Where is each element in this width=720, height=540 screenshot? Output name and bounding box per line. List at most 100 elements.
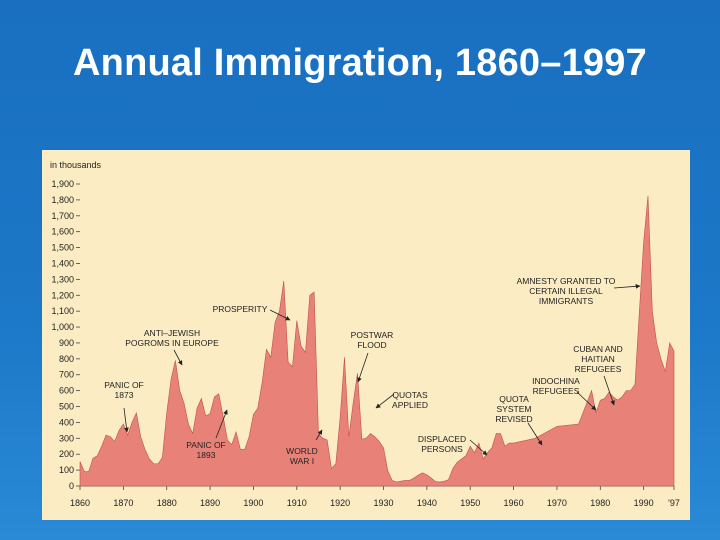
data-point — [327, 439, 328, 440]
immigration-area — [79, 195, 675, 487]
x-tick-label: 1930 — [373, 498, 393, 508]
data-point — [613, 396, 614, 397]
data-point — [500, 433, 501, 434]
data-point — [270, 357, 271, 358]
data-point — [665, 371, 666, 372]
data-point — [92, 458, 93, 459]
y-tick-label: 100 — [59, 465, 74, 475]
y-tick-label: 600 — [59, 386, 74, 396]
data-point — [535, 438, 536, 439]
y-tick-label: 1,900 — [51, 179, 74, 189]
data-point — [149, 458, 150, 459]
annotation-label: POSTWAR — [351, 330, 394, 340]
x-tick-label: 1920 — [330, 498, 350, 508]
data-point — [222, 415, 223, 416]
y-tick-label: 1,300 — [51, 274, 74, 284]
data-point — [201, 398, 202, 399]
annotation-arrow — [315, 429, 323, 441]
data-point — [335, 463, 336, 464]
annotation-label: INDOCHINA — [532, 376, 580, 386]
data-point — [348, 436, 349, 437]
x-tick-label: 1900 — [243, 498, 263, 508]
y-tick-label: 1,800 — [51, 195, 74, 205]
data-point — [357, 373, 358, 374]
x-tick-label: 1940 — [417, 498, 437, 508]
data-point — [383, 447, 384, 448]
annotation-label: REFUGEES — [533, 386, 580, 396]
data-point — [426, 474, 427, 475]
data-point — [496, 433, 497, 434]
data-point — [660, 358, 661, 359]
data-point — [175, 360, 176, 361]
data-point — [292, 366, 293, 367]
data-point — [305, 352, 306, 353]
data-point — [331, 468, 332, 469]
x-tick-label: 1970 — [547, 498, 567, 508]
annotation-arrow — [269, 309, 291, 321]
annotation-label: 1873 — [115, 390, 134, 400]
data-point — [209, 413, 210, 414]
data-point — [214, 396, 215, 397]
data-point — [101, 446, 102, 447]
data-point — [140, 436, 141, 437]
annotation-arrow — [603, 375, 615, 406]
data-point — [669, 342, 670, 343]
data-point — [439, 481, 440, 482]
data-point — [392, 480, 393, 481]
data-point — [340, 417, 341, 418]
y-tick-label: 1,000 — [51, 322, 74, 332]
data-point — [153, 463, 154, 464]
x-tick-label: 1880 — [157, 498, 177, 508]
annotation-arrow — [576, 391, 597, 411]
data-point — [422, 472, 423, 473]
x-tick-label: 1910 — [287, 498, 307, 508]
data-point — [656, 342, 657, 343]
annotation-label: CERTAIN ILLEGAL — [529, 286, 603, 296]
data-point — [218, 393, 219, 394]
x-tick-label: 1870 — [113, 498, 133, 508]
data-point — [461, 458, 462, 459]
y-tick-label: 1,600 — [51, 227, 74, 237]
annotation-label: PROSPERITY — [213, 304, 268, 314]
data-point — [309, 295, 310, 296]
annotation: PROSPERITY — [213, 304, 291, 321]
annotation-label: AMNESTY GRANTED TO — [517, 276, 616, 286]
data-point — [639, 312, 640, 313]
chart-frame: in thousands 0 100 200 300 400 500 600 700 800 90… — [42, 150, 690, 520]
data-point — [235, 431, 236, 432]
data-point — [114, 441, 115, 442]
data-point — [600, 400, 601, 401]
data-point — [617, 400, 618, 401]
data-point — [123, 423, 124, 424]
y-tick-label: 1,700 — [51, 211, 74, 221]
y-tick-label: 300 — [59, 433, 74, 443]
data-point — [652, 311, 653, 312]
annotation-label: HAITIAN — [581, 354, 615, 364]
data-point — [183, 403, 184, 404]
data-point — [483, 458, 484, 459]
y-tick-label: 800 — [59, 354, 74, 364]
data-point — [591, 390, 592, 391]
data-point — [374, 436, 375, 437]
data-point — [244, 449, 245, 450]
annotation-label: FLOOD — [357, 340, 386, 350]
data-point — [144, 449, 145, 450]
annotation-label: QUOTAS — [392, 390, 428, 400]
data-point — [487, 452, 488, 453]
data-point — [431, 477, 432, 478]
data-point — [444, 481, 445, 482]
annotation-arrow — [527, 422, 543, 446]
data-point — [205, 415, 206, 416]
annotation-label: PANIC OF — [104, 380, 144, 390]
annotation-label: APPLIED — [392, 400, 428, 410]
data-point — [457, 462, 458, 463]
data-point — [465, 455, 466, 456]
data-point — [626, 390, 627, 391]
